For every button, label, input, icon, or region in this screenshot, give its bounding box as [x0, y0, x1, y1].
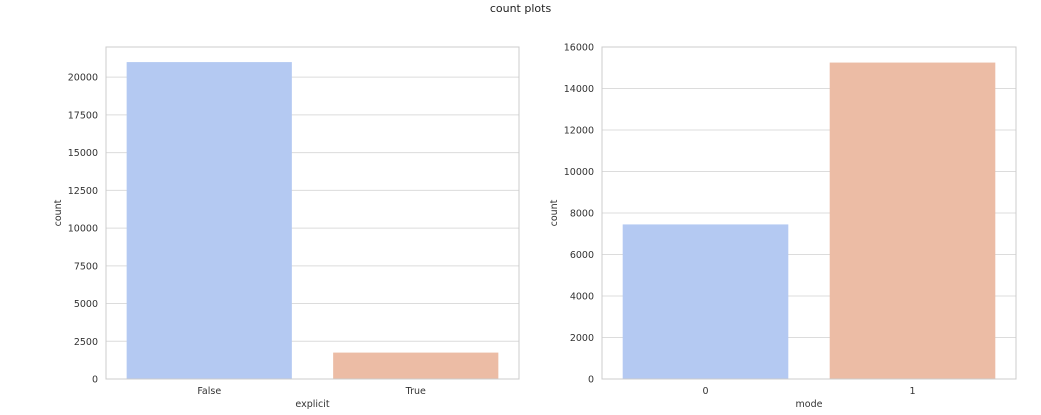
- x-tick-label: False: [197, 386, 221, 397]
- bar-1: [829, 62, 996, 379]
- bar-0: [622, 224, 789, 379]
- axes-frame: [601, 46, 1017, 380]
- y-tick-label: 6000: [570, 250, 594, 261]
- y-tick-label: 12500: [68, 186, 98, 197]
- figure-title: count plots: [489, 2, 552, 15]
- chart-explicit: 0 2500 5000 7500 10000 12500 15000 17500 20000 Fa…: [53, 46, 520, 410]
- y-tick-label: 2500: [74, 337, 98, 348]
- y-tick-label: 10000: [68, 224, 98, 235]
- y-tick-label: 12000: [564, 126, 594, 137]
- y-tick-label: 7500: [74, 261, 98, 272]
- y-tick-label: 14000: [564, 84, 594, 95]
- x-axis-label: mode: [796, 399, 823, 410]
- axes-frame: [105, 46, 520, 380]
- x-axis-label: explicit: [295, 399, 329, 410]
- x-tick-label: True: [405, 386, 426, 397]
- y-tick-label: 0: [588, 375, 594, 386]
- chart-mode: 0 2000 4000 6000 8000 10000 12000 14000 16000 0 1 m…: [549, 43, 1017, 410]
- y-tick-label: 10000: [564, 167, 594, 178]
- y-axis-label: count: [53, 199, 64, 226]
- y-tick-label: 16000: [564, 43, 594, 54]
- y-tick-label: 8000: [570, 209, 594, 220]
- y-tick-label: 0: [92, 375, 98, 386]
- x-tick-label: 1: [909, 386, 915, 397]
- x-tick-label: 0: [702, 386, 708, 397]
- y-tick-label: 20000: [68, 73, 98, 84]
- y-tick-label: 17500: [68, 110, 98, 121]
- y-tick-label: 2000: [570, 333, 594, 344]
- bar-false: [126, 62, 292, 379]
- y-tick-label: 4000: [570, 292, 594, 303]
- bar-true: [333, 352, 499, 379]
- y-axis-label: count: [549, 199, 560, 226]
- y-tick-label: 15000: [68, 148, 98, 159]
- y-tick-label: 5000: [74, 299, 98, 310]
